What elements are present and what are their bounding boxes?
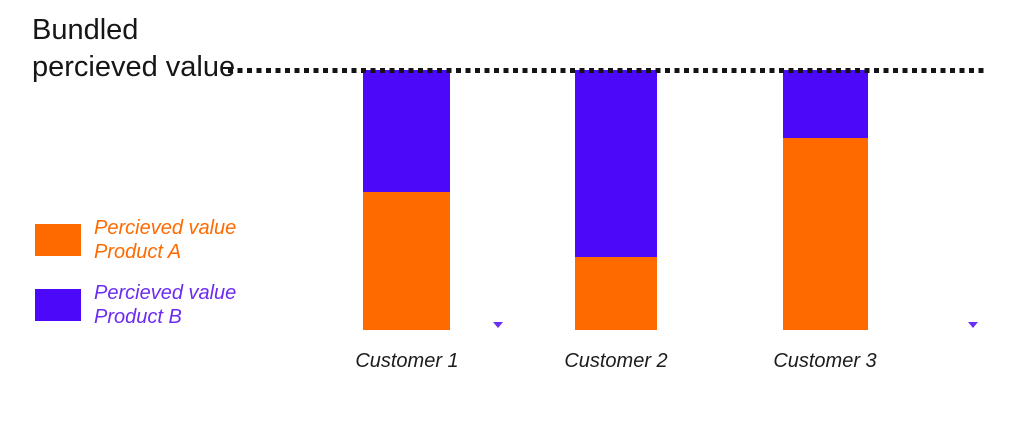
legend-swatch-product-a — [35, 224, 81, 256]
legend-label-product-b-line1: Percieved value — [94, 282, 237, 304]
segment-product-a — [783, 138, 868, 330]
legend: Percieved value Product A Percieved valu… — [35, 216, 236, 329]
legend-label-product-a-line1: Percieved value — [94, 217, 237, 239]
category-label-customer-1: Customer 1 — [355, 350, 459, 372]
category-label-customer-2: Customer 2 — [564, 350, 668, 372]
legend-label-product-b: Percieved value Product B — [94, 281, 236, 329]
legend-item-product-a: Percieved value Product A — [35, 216, 236, 264]
small-triangle-down-icon — [968, 322, 978, 328]
legend-label-product-a-line2: Product A — [94, 241, 182, 263]
legend-item-product-b: Percieved value Product B — [35, 281, 236, 329]
segment-product-a — [363, 192, 450, 330]
segment-product-b — [783, 70, 868, 138]
bar-customer-2 — [575, 70, 657, 330]
legend-swatch-product-b — [35, 289, 81, 321]
legend-label-product-a: Percieved value Product A — [94, 216, 236, 264]
bar-customer-1 — [363, 70, 450, 330]
chart-title-line1: Bundled — [32, 14, 139, 46]
legend-label-product-b-line2: Product B — [94, 306, 182, 328]
segment-product-b — [575, 70, 657, 257]
chart-title-line2: percieved value — [32, 51, 236, 83]
segment-product-b — [363, 70, 450, 192]
segment-product-a — [575, 257, 657, 330]
bundled-value-reference-line — [228, 68, 985, 73]
category-label-customer-3: Customer 3 — [773, 350, 877, 372]
chart-title: Bundled percieved value — [32, 12, 235, 86]
bar-customer-3 — [783, 70, 868, 330]
small-triangle-down-icon — [493, 322, 503, 328]
